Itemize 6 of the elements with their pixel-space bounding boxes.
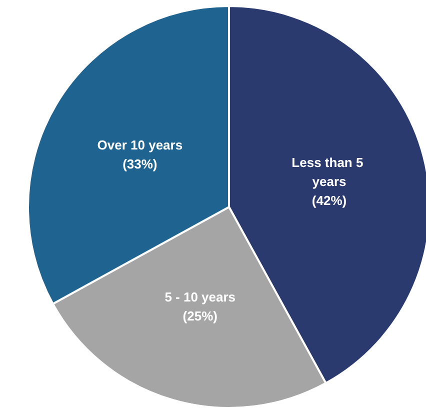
data-label: (42%) <box>312 192 347 208</box>
slice-label: Over 10 years <box>97 137 183 152</box>
slice-label: Less than 5 years <box>292 154 367 189</box>
slice-label: 5 - 10 years <box>164 289 236 304</box>
data-label: (25%) <box>182 308 218 324</box>
data-label: (33%) <box>122 156 158 172</box>
